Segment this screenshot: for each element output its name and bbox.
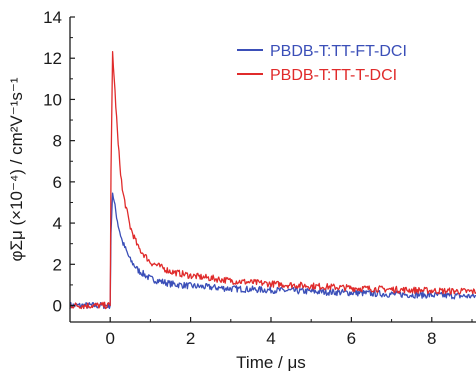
- x-tick-label: 4: [266, 329, 275, 348]
- y-tick-label: 14: [43, 8, 62, 27]
- x-tick-label: 8: [427, 329, 436, 348]
- series-line-1: [69, 192, 476, 310]
- y-tick-label: 6: [53, 173, 62, 192]
- x-tick-label: 0: [105, 329, 114, 348]
- y-tick-label: 10: [43, 90, 62, 109]
- y-tick-label: 4: [53, 214, 62, 233]
- plot-area: [69, 51, 476, 310]
- y-tick-label: 8: [53, 132, 62, 151]
- legend: PBDB-T:TT-FT-DCI PBDB-T:TT-T-DCI: [237, 43, 407, 84]
- legend-label-2: PBDB-T:TT-T-DCI: [270, 67, 397, 84]
- x-axis-label: Time / μs: [236, 353, 306, 372]
- axes: 0 2 4 6 8 10 12 14 0 2 4 6 8: [43, 8, 476, 348]
- series-line-2: [69, 51, 476, 310]
- x-tick-label: 6: [347, 329, 356, 348]
- legend-label-1: PBDB-T:TT-FT-DCI: [270, 43, 407, 60]
- y-tick-label: 2: [53, 255, 62, 274]
- y-tick-label: 0: [53, 297, 62, 316]
- y-tick-label: 12: [43, 49, 62, 68]
- x-tick-label: 2: [186, 329, 195, 348]
- y-axis-label: φΣμ (×10⁻⁴) / cm²V⁻¹s⁻¹: [7, 77, 26, 261]
